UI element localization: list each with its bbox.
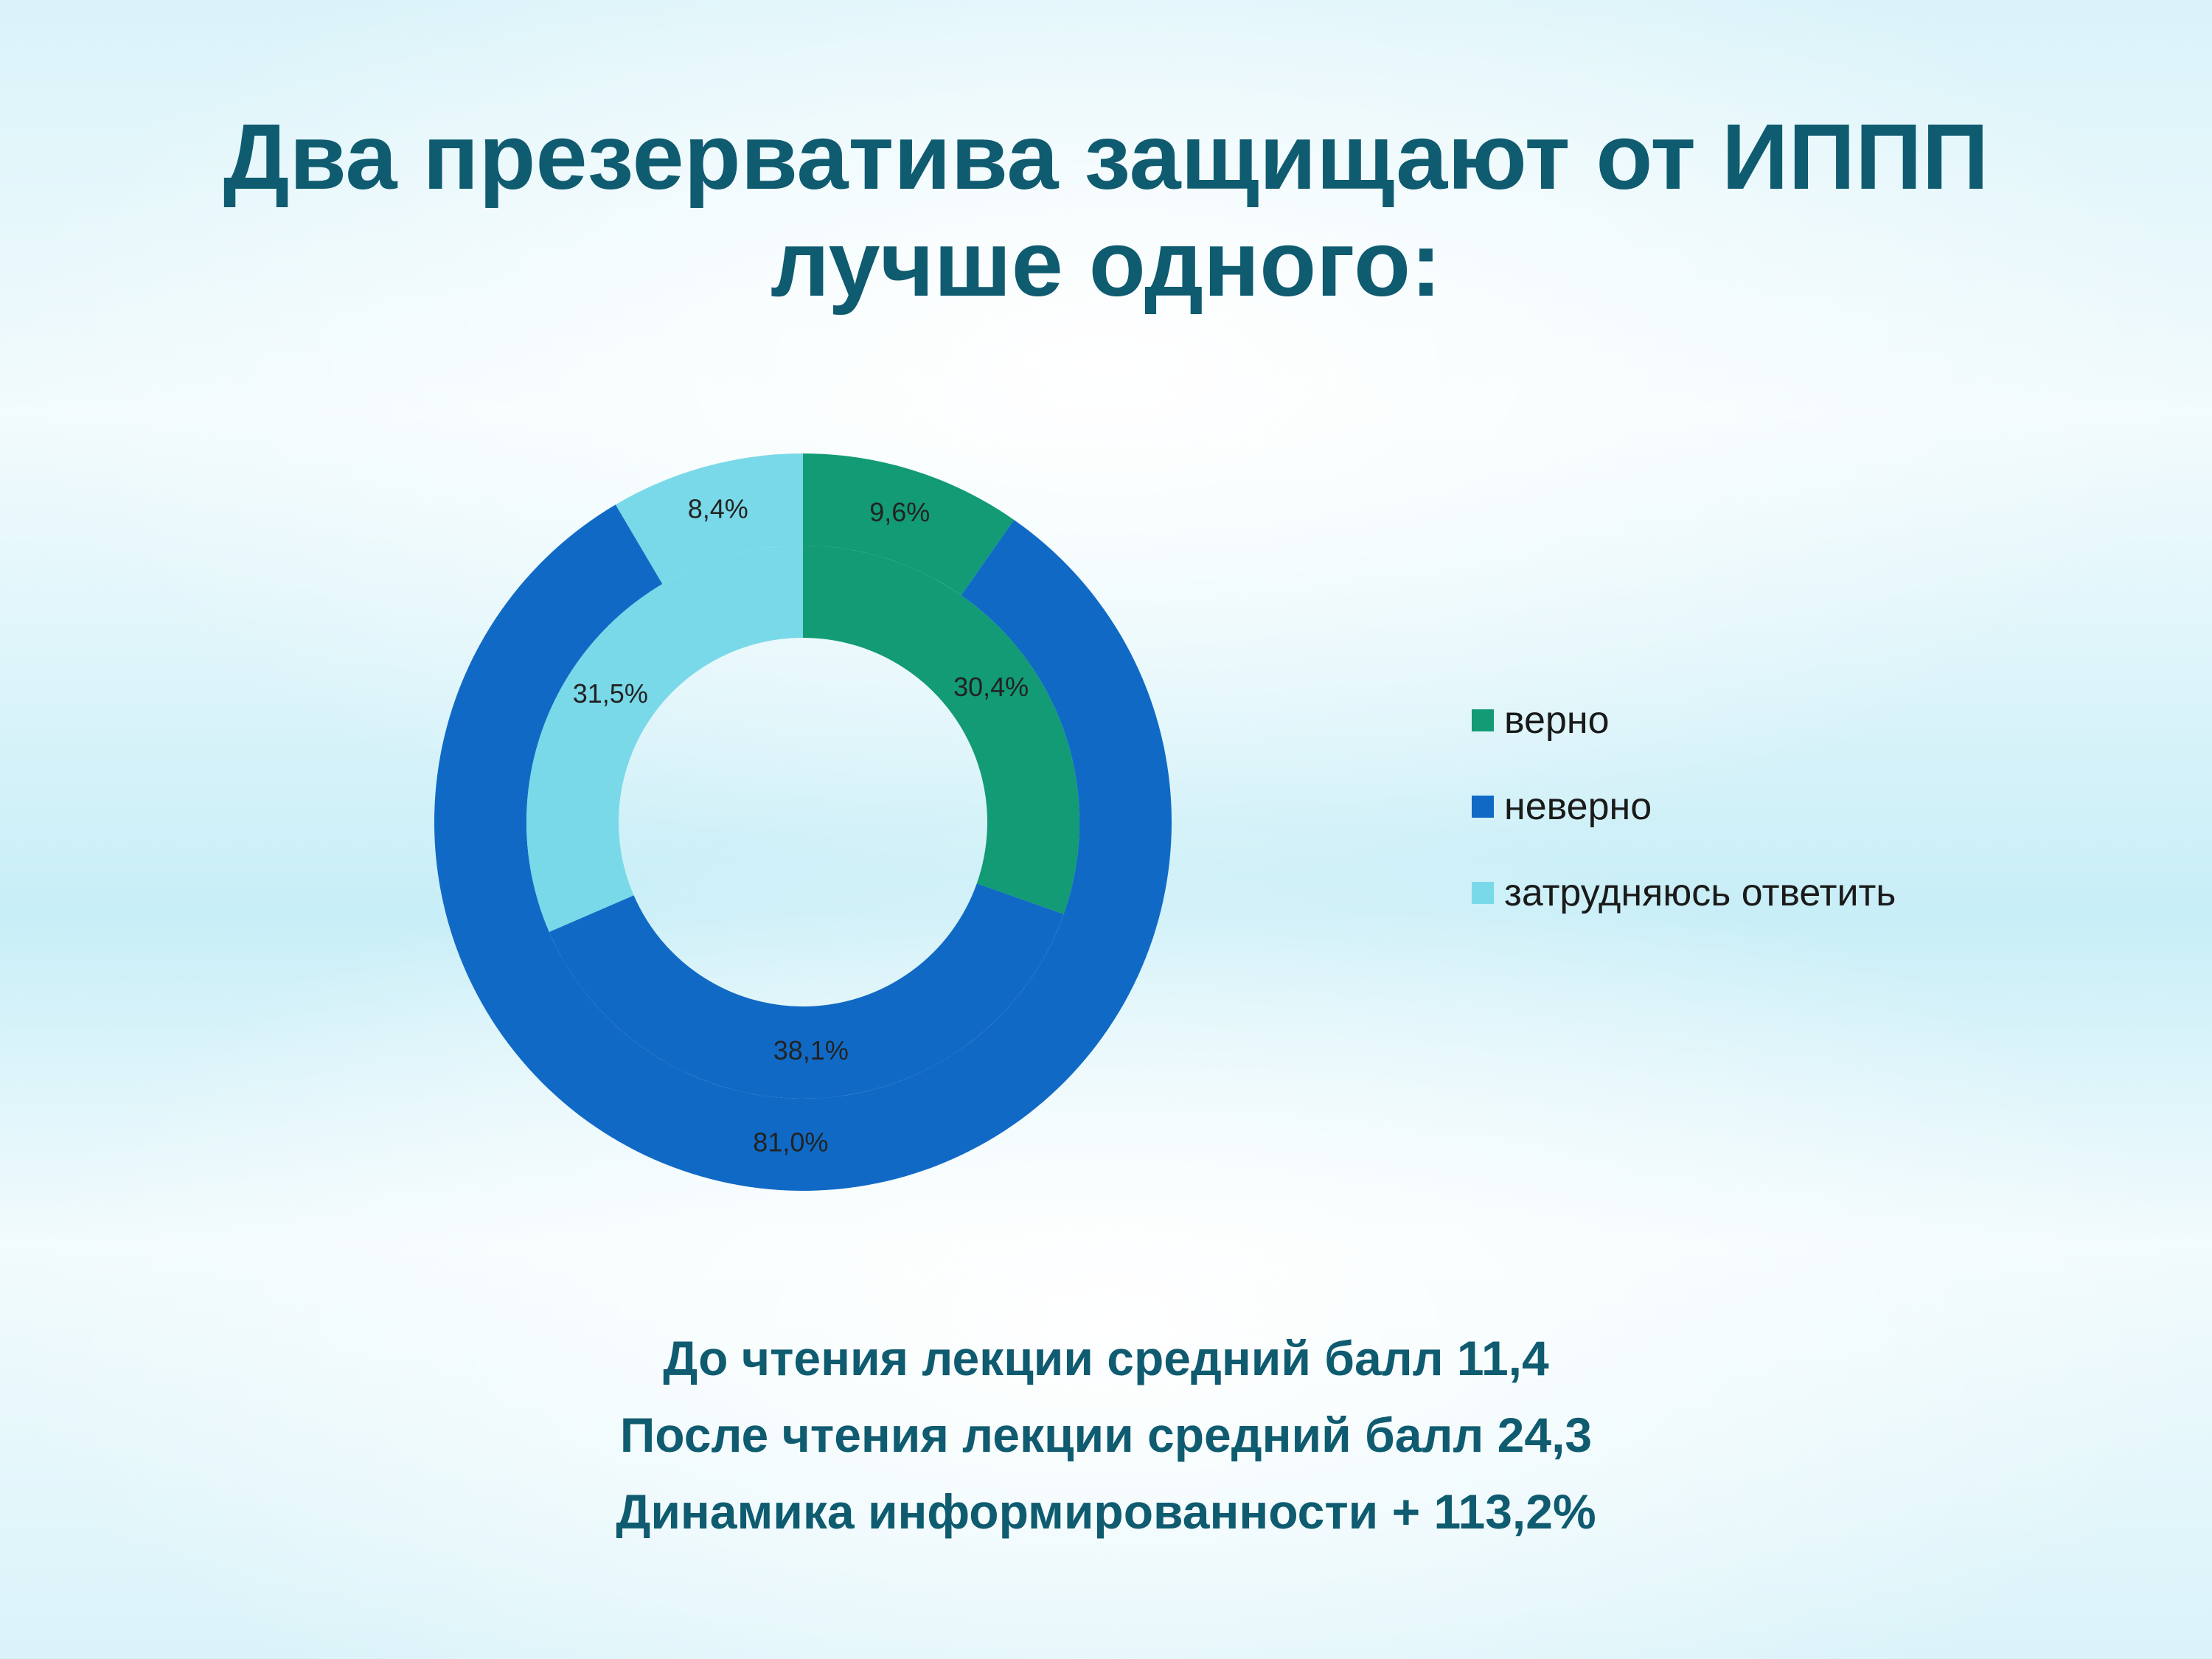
chart-legend: верно неверно затрудняюсь ответить: [1472, 677, 1896, 936]
score-after: После чтения лекции средний балл 24,3: [619, 1408, 1593, 1462]
data-label-outer-incorrect: 81,0%: [753, 1127, 828, 1158]
slice-outer-correct: [803, 453, 1015, 596]
slice-outer-unsure: [615, 453, 803, 585]
legend-item-incorrect: неверно: [1472, 763, 1896, 849]
legend-label: верно: [1504, 698, 1610, 742]
data-label-outer-unsure: 8,4%: [688, 493, 748, 524]
data-label-inner-unsure: 31,5%: [573, 678, 648, 709]
legend-item-unsure: затрудняюсь ответить: [1472, 849, 1896, 936]
chart-data-labels: 9,6% 81,0% 8,4% 30,4% 38,1% 31,5%: [573, 493, 1029, 1157]
slice-inner-unsure: [526, 546, 803, 932]
score-summary: До чтения лекции средний балл 11,4 После…: [0, 1320, 2212, 1550]
chart-slices: [434, 453, 1172, 1191]
slice-inner-correct: [803, 546, 1080, 914]
slide-title-line-1: Два презерватива защищают от ИППП: [223, 105, 1989, 209]
legend-label: затрудняюсь ответить: [1504, 871, 1896, 914]
data-label-outer-correct: 9,6%: [869, 497, 930, 527]
legend-label: неверно: [1504, 785, 1652, 828]
legend-swatch: [1472, 881, 1494, 904]
legend-swatch: [1472, 795, 1494, 818]
slide-title: Два презерватива защищают от ИППП лучше …: [0, 103, 2212, 317]
data-label-inner-correct: 30,4%: [953, 672, 1029, 702]
slide-title-line-2: лучше одного:: [771, 212, 1441, 316]
data-label-inner-incorrect: 38,1%: [773, 1035, 849, 1065]
score-before: До чтения лекции средний балл 11,4: [663, 1331, 1549, 1385]
slice-inner-incorrect: [549, 883, 1064, 1099]
legend-item-correct: верно: [1472, 677, 1896, 763]
legend-swatch: [1472, 709, 1494, 731]
awareness-dynamics: Динамика информированности + 113,2%: [616, 1484, 1596, 1539]
